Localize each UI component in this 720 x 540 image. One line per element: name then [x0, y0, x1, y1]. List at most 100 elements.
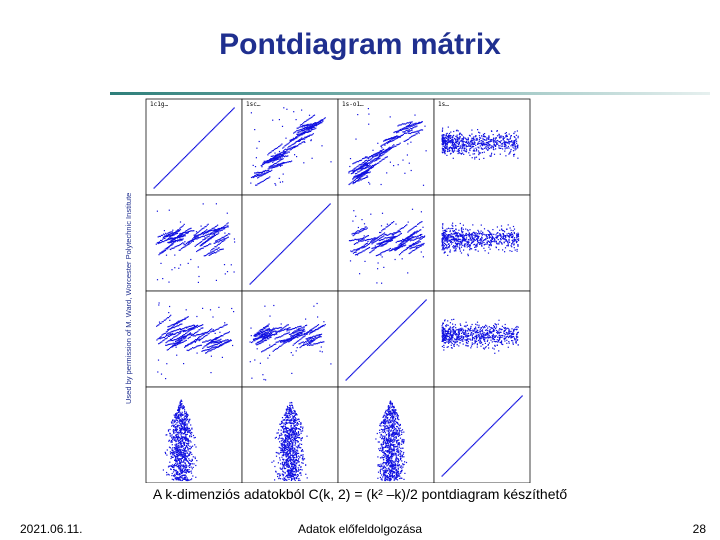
scatter-point [462, 144, 464, 146]
scatter-point [361, 172, 363, 174]
scatter-point [381, 245, 383, 247]
scatter-point [401, 241, 403, 243]
scatter-point [378, 254, 380, 256]
scatter-point [221, 120, 223, 122]
scatter-point [156, 242, 158, 244]
scatter-point [373, 239, 375, 241]
scatter-point [474, 136, 476, 138]
scatter-point [176, 325, 179, 327]
scatter-point [403, 132, 406, 134]
scatter-point [220, 338, 222, 340]
scatter-point [220, 238, 222, 240]
scatter-point [360, 167, 362, 169]
scatter-point [288, 148, 290, 150]
scatter-point [504, 143, 506, 146]
scatter-point [365, 245, 367, 247]
scatter-point [196, 232, 198, 234]
scatter-point [374, 237, 376, 239]
scatter-point [320, 121, 322, 123]
scatter-point [215, 279, 217, 281]
scatter-point [272, 164, 274, 166]
scatter-point [455, 246, 457, 248]
scatter-point [290, 148, 292, 151]
scatter-point [175, 346, 177, 348]
scatter-point [184, 329, 186, 331]
scatter-point [514, 140, 516, 142]
scatter-point [257, 337, 259, 339]
scatter-point [193, 239, 195, 241]
scatter-point [373, 249, 375, 251]
scatter-point [160, 180, 162, 182]
scatter-point [301, 109, 303, 111]
scatter-point [415, 243, 417, 245]
scatter-point [374, 246, 376, 249]
scatter-point [406, 224, 408, 226]
scatter-point [471, 145, 473, 148]
scatter-point [355, 167, 357, 169]
scatter-point [455, 144, 457, 146]
scatter-point [296, 129, 298, 132]
scatter-point [361, 237, 363, 240]
scatter-point [224, 322, 226, 324]
scatter-point [168, 335, 171, 337]
scatter-point [395, 131, 397, 133]
scatter-point [411, 132, 413, 134]
scatter-point [261, 340, 263, 342]
scatter-point [403, 123, 406, 125]
scatter-point [441, 151, 443, 153]
scatter-point [286, 246, 288, 248]
scatter-point [172, 232, 174, 234]
scatter-point [172, 345, 174, 347]
scatter-point [362, 229, 364, 231]
scatter-point [314, 330, 316, 332]
scatter-point [473, 146, 475, 148]
scatter-point [277, 255, 279, 257]
scatter-point [446, 137, 448, 139]
scatter-point [212, 338, 215, 341]
scatter-point [446, 142, 448, 144]
scatter-point [442, 232, 445, 234]
scatter-point [179, 237, 181, 239]
scatter-point [360, 173, 362, 175]
scatter-point [510, 236, 512, 238]
scatter-point [303, 330, 305, 332]
scatter-point [261, 330, 263, 332]
scatter-point [224, 232, 226, 234]
scatter-point [391, 146, 393, 148]
scatter-point [285, 155, 287, 157]
scatter-point [175, 344, 177, 346]
scatter-point [387, 142, 389, 144]
scatter-point [233, 271, 235, 273]
scatter-point [468, 152, 470, 154]
scatter-point [281, 252, 283, 254]
scatter-point [266, 172, 268, 174]
scatter-point [263, 327, 265, 329]
scatter-point [267, 170, 269, 172]
scatter-point [306, 129, 308, 131]
scatter-point [198, 345, 200, 347]
scatter-point [301, 345, 303, 347]
scatter-point [169, 241, 171, 243]
scatter-point [498, 243, 500, 245]
scatter-point [517, 236, 520, 238]
scatter-point [158, 242, 160, 244]
scatter-point [274, 183, 276, 185]
scatter-point [448, 246, 450, 248]
scatter-point [474, 158, 476, 160]
scatter-point [274, 258, 276, 260]
scatter-point [206, 231, 208, 233]
scatter-point [265, 349, 267, 351]
scatter-point [184, 233, 186, 236]
scatter-point [297, 330, 299, 332]
scatter-point [494, 138, 496, 140]
scatter-point [411, 234, 413, 236]
scatter-point [198, 339, 200, 341]
scatter-point [381, 151, 383, 153]
scatter-point [262, 332, 264, 334]
scatter-point [208, 329, 211, 332]
scatter-point [485, 239, 487, 241]
scatter-point [277, 161, 279, 163]
scatter-point [195, 235, 197, 238]
scatter-point [489, 144, 491, 146]
scatter-point [213, 250, 215, 252]
